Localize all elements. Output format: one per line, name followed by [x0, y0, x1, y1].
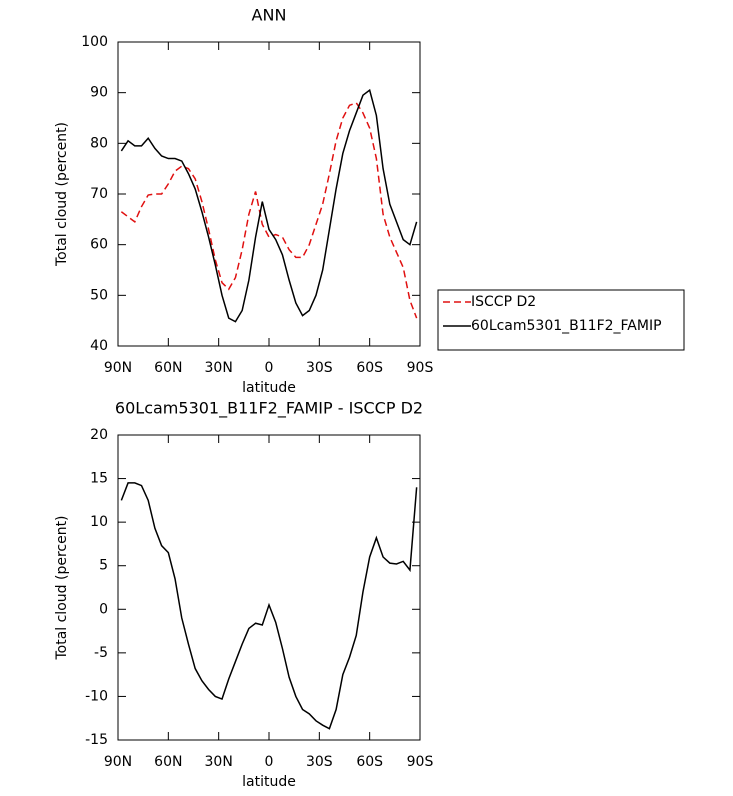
x-tick-label: 0	[265, 754, 274, 770]
y-tick-label: 100	[81, 34, 108, 50]
y-tick-label: 0	[99, 601, 108, 617]
x-tick-label: 30N	[205, 360, 233, 376]
data-line	[120, 101, 418, 319]
y-tick-label: -15	[85, 732, 108, 748]
x-tick-label: 90N	[104, 360, 132, 376]
y-tick-label: -10	[85, 688, 108, 704]
data-line	[120, 482, 418, 730]
legend-box	[437, 289, 685, 351]
x-tick-label: 60S	[356, 360, 383, 376]
plot-frame	[117, 41, 421, 347]
y-tick-label: 10	[90, 514, 108, 530]
y-tick-label: 20	[90, 427, 108, 443]
chart-title: 60Lcam5301_B11F2_FAMIP - ISCCP D2	[115, 399, 423, 419]
legend-label: ISCCP D2	[471, 294, 536, 310]
plot-frame	[117, 434, 421, 741]
y-tick-label: 90	[90, 85, 108, 101]
x-tick-label: 90N	[104, 754, 132, 770]
y-tick-label: 5	[99, 558, 108, 574]
x-tick-label: 30S	[306, 360, 333, 376]
x-tick-label: 0	[265, 360, 274, 376]
x-axis-label: latitude	[242, 774, 296, 790]
x-tick-label: 60S	[356, 754, 383, 770]
y-tick-label: -5	[94, 645, 108, 661]
legend-label: 60Lcam5301_B11F2_FAMIP	[471, 318, 662, 334]
x-tick-label: 90S	[407, 754, 434, 770]
x-tick-label: 60N	[154, 360, 182, 376]
y-tick-label: 15	[90, 471, 108, 487]
y-tick-label: 40	[90, 338, 108, 354]
y-tick-label: 50	[90, 287, 108, 303]
x-tick-label: 30N	[205, 754, 233, 770]
y-axis-label: Total cloud (percent)	[54, 122, 70, 267]
x-tick-label: 90S	[407, 360, 434, 376]
y-tick-label: 60	[90, 237, 108, 253]
y-tick-label: 80	[90, 135, 108, 151]
y-axis-label: Total cloud (percent)	[54, 515, 70, 660]
x-axis-label: latitude	[242, 380, 296, 396]
chart-title: ANN	[252, 6, 287, 25]
x-tick-label: 30S	[306, 754, 333, 770]
y-tick-label: 70	[90, 186, 108, 202]
x-tick-label: 60N	[154, 754, 182, 770]
data-line	[120, 88, 418, 323]
